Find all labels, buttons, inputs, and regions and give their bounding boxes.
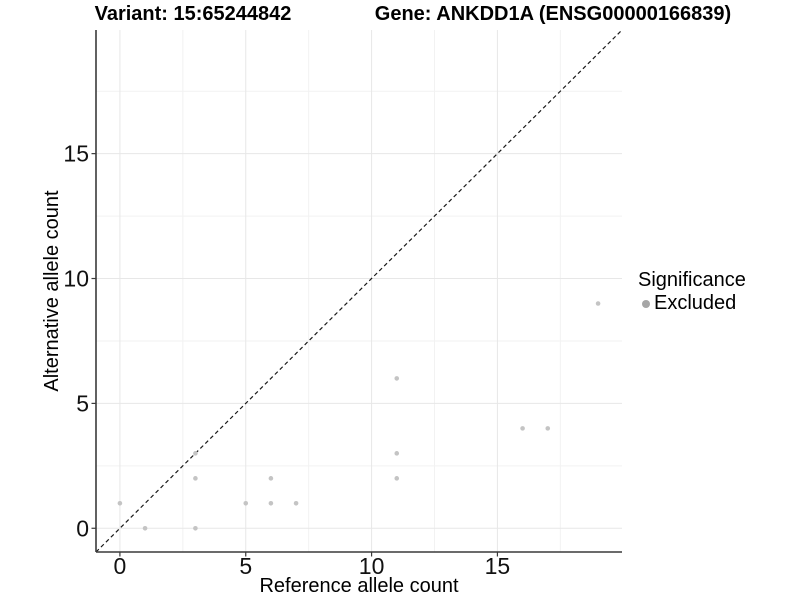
data-point (268, 500, 274, 506)
legend-title: Significance (638, 269, 746, 291)
data-point (394, 476, 400, 481)
legend-item-excluded: Excluded (642, 292, 746, 315)
data-point (193, 525, 198, 531)
data-point (117, 500, 123, 506)
x-tick-label: 15 (485, 553, 511, 579)
x-tick-label: 5 (239, 553, 252, 579)
data-point (142, 525, 148, 531)
y-tick-label: 0 (76, 515, 89, 541)
x-tick-label: 10 (359, 553, 385, 579)
data-point (394, 451, 400, 456)
x-axis-label: Reference allele count (259, 575, 459, 597)
data-point (193, 451, 198, 456)
data-point (545, 426, 551, 431)
plot-title-variant: Variant: 15:65244842 (94, 3, 292, 25)
data-point (293, 500, 299, 506)
y-axis-label: Alternative allele count (41, 190, 63, 392)
data-point (394, 376, 400, 381)
data-point (520, 426, 525, 431)
y-tick-label: 5 (76, 390, 89, 416)
data-point (268, 476, 274, 481)
data-point (193, 476, 198, 481)
legend: Significance Excluded (638, 269, 746, 315)
data-point (595, 301, 601, 306)
legend-item-label: Excluded (654, 292, 737, 314)
identity-reference-line (95, 29, 623, 553)
y-tick-label: 15 (63, 141, 89, 167)
legend-point-icon (642, 299, 650, 308)
data-point (243, 500, 249, 506)
plot-title-gene: Gene: ANKDD1A (ENSG00000166839) (374, 3, 732, 25)
y-tick-label: 10 (63, 266, 89, 292)
x-tick-label: 0 (114, 553, 127, 579)
